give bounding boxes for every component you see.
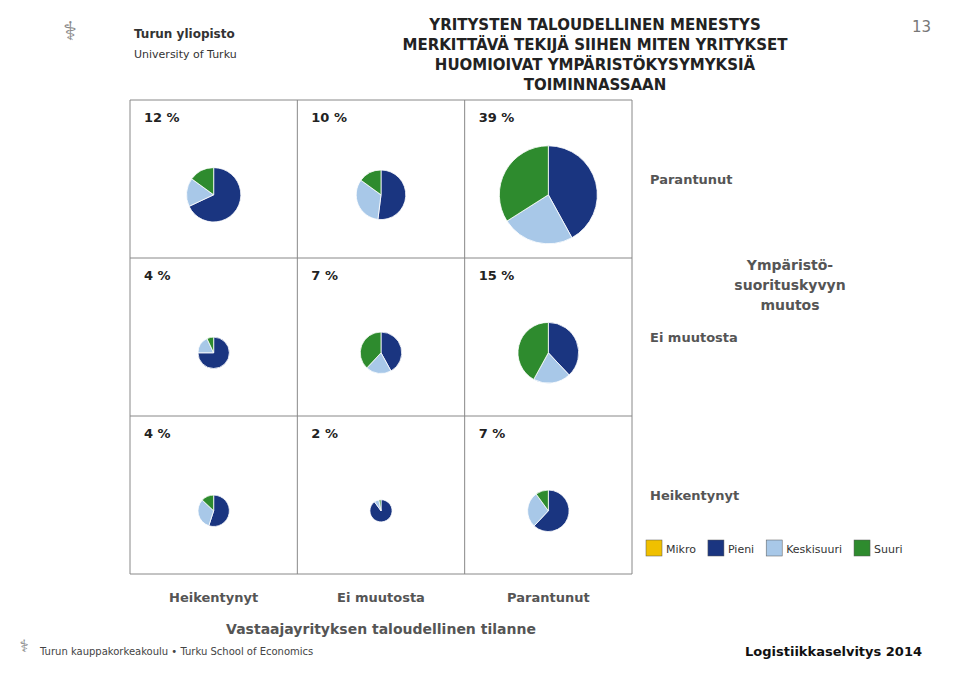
logo-subtext: University of Turku [134, 48, 237, 61]
legend-swatch [646, 540, 662, 556]
cell-value: 10 % [311, 110, 347, 125]
cell-value: 4 % [144, 268, 171, 283]
logo-symbol: ⚕ [63, 16, 77, 46]
row-label: Ei muutosta [650, 330, 738, 345]
chart: ⚕ Turun yliopisto University of Turku 13 Tur… [0, 0, 960, 688]
pie-wedge [379, 500, 381, 511]
cell-value: 2 % [311, 426, 338, 441]
column-label: Parantunut [507, 590, 590, 605]
title: YRITYSTEN TALOUDELLINEN MENESTYSMERKITTÄ… [403, 16, 789, 94]
cell-border [130, 416, 632, 417]
cell-value: 4 % [144, 426, 171, 441]
pie-wedge [370, 500, 392, 522]
cell-border [130, 258, 632, 259]
grid [130, 100, 632, 574]
pie-wedge [202, 495, 213, 511]
footer-right: Logistiikkaselvitys 2014 [745, 644, 922, 659]
cell-border [130, 100, 131, 574]
cell-border [632, 100, 633, 574]
y-axis-label: Ympäristö-suorituskyvyn muutos [734, 257, 845, 313]
page-number: 13 [912, 18, 931, 36]
pie [528, 490, 570, 532]
footer-symbol: ⚕ [19, 636, 28, 656]
cell-value: 15 % [479, 268, 515, 283]
cell-border [130, 574, 632, 575]
column-label: Ei muutosta [337, 590, 425, 605]
cell-value: 12 % [144, 110, 180, 125]
legend-label: Keskisuuri [786, 543, 842, 556]
legend-label: Pieni [728, 543, 754, 556]
pie-wedge [360, 332, 381, 368]
pie-wedge [361, 170, 381, 195]
legend-swatch [854, 540, 870, 556]
title-line: YRITYSTEN TALOUDELLINEN MENESTYS [428, 16, 760, 34]
x-axis-label: Vastaajayrityksen taloudellinen tilanne [226, 621, 536, 637]
legend-swatch [766, 540, 782, 556]
legend-label: Suuri [874, 543, 903, 556]
title-line: HUOMIOIVAT YMPÄRISTÖKYSYMYKSIÄ [435, 55, 756, 74]
cell-value: 39 % [479, 110, 515, 125]
logo-text: Turun yliopisto [134, 27, 235, 41]
footer-left: Turun kauppakorkeakoulu • Turku School o… [39, 646, 313, 657]
cell-border [130, 100, 632, 101]
pie [198, 337, 229, 368]
pie [499, 146, 597, 244]
pie [360, 332, 402, 374]
pie [356, 170, 406, 220]
pie [370, 500, 392, 522]
y-axis-label-line: muutos [760, 297, 819, 313]
pie [518, 322, 579, 383]
column-label: Heikentynyt [169, 590, 258, 605]
pie-wedge [207, 337, 214, 353]
pie-wedge [378, 170, 406, 220]
pie [186, 168, 240, 222]
background [0, 0, 960, 688]
cell-value: 7 % [479, 426, 506, 441]
pie-wedge [518, 322, 548, 379]
row-label: Heikentynyt [650, 488, 739, 503]
pie-wedge [192, 168, 214, 195]
title-line: TOIMINNASSAAN [524, 76, 667, 94]
cell-border [464, 100, 465, 574]
row-label: Parantunut [650, 172, 733, 187]
pies [186, 146, 597, 532]
title-line: MERKITTÄVÄ TEKIJÄ SIIHEN MITEN YRITYKSET [403, 35, 789, 54]
cell-value: 7 % [311, 268, 338, 283]
pie [198, 495, 229, 526]
legend-swatch [708, 540, 724, 556]
cell-border [297, 100, 298, 574]
y-axis-label-line: Ympäristö- [746, 257, 834, 273]
y-axis-label-line: suorituskyvyn [734, 277, 845, 293]
legend-label: Mikro [666, 543, 696, 556]
pie-wedge [198, 337, 229, 368]
legend: Mikro Pieni Keskisuuri Suuri [646, 540, 903, 556]
pie-wedge [374, 500, 381, 511]
pie-wedge [536, 490, 548, 511]
pie-wedge [499, 146, 548, 221]
